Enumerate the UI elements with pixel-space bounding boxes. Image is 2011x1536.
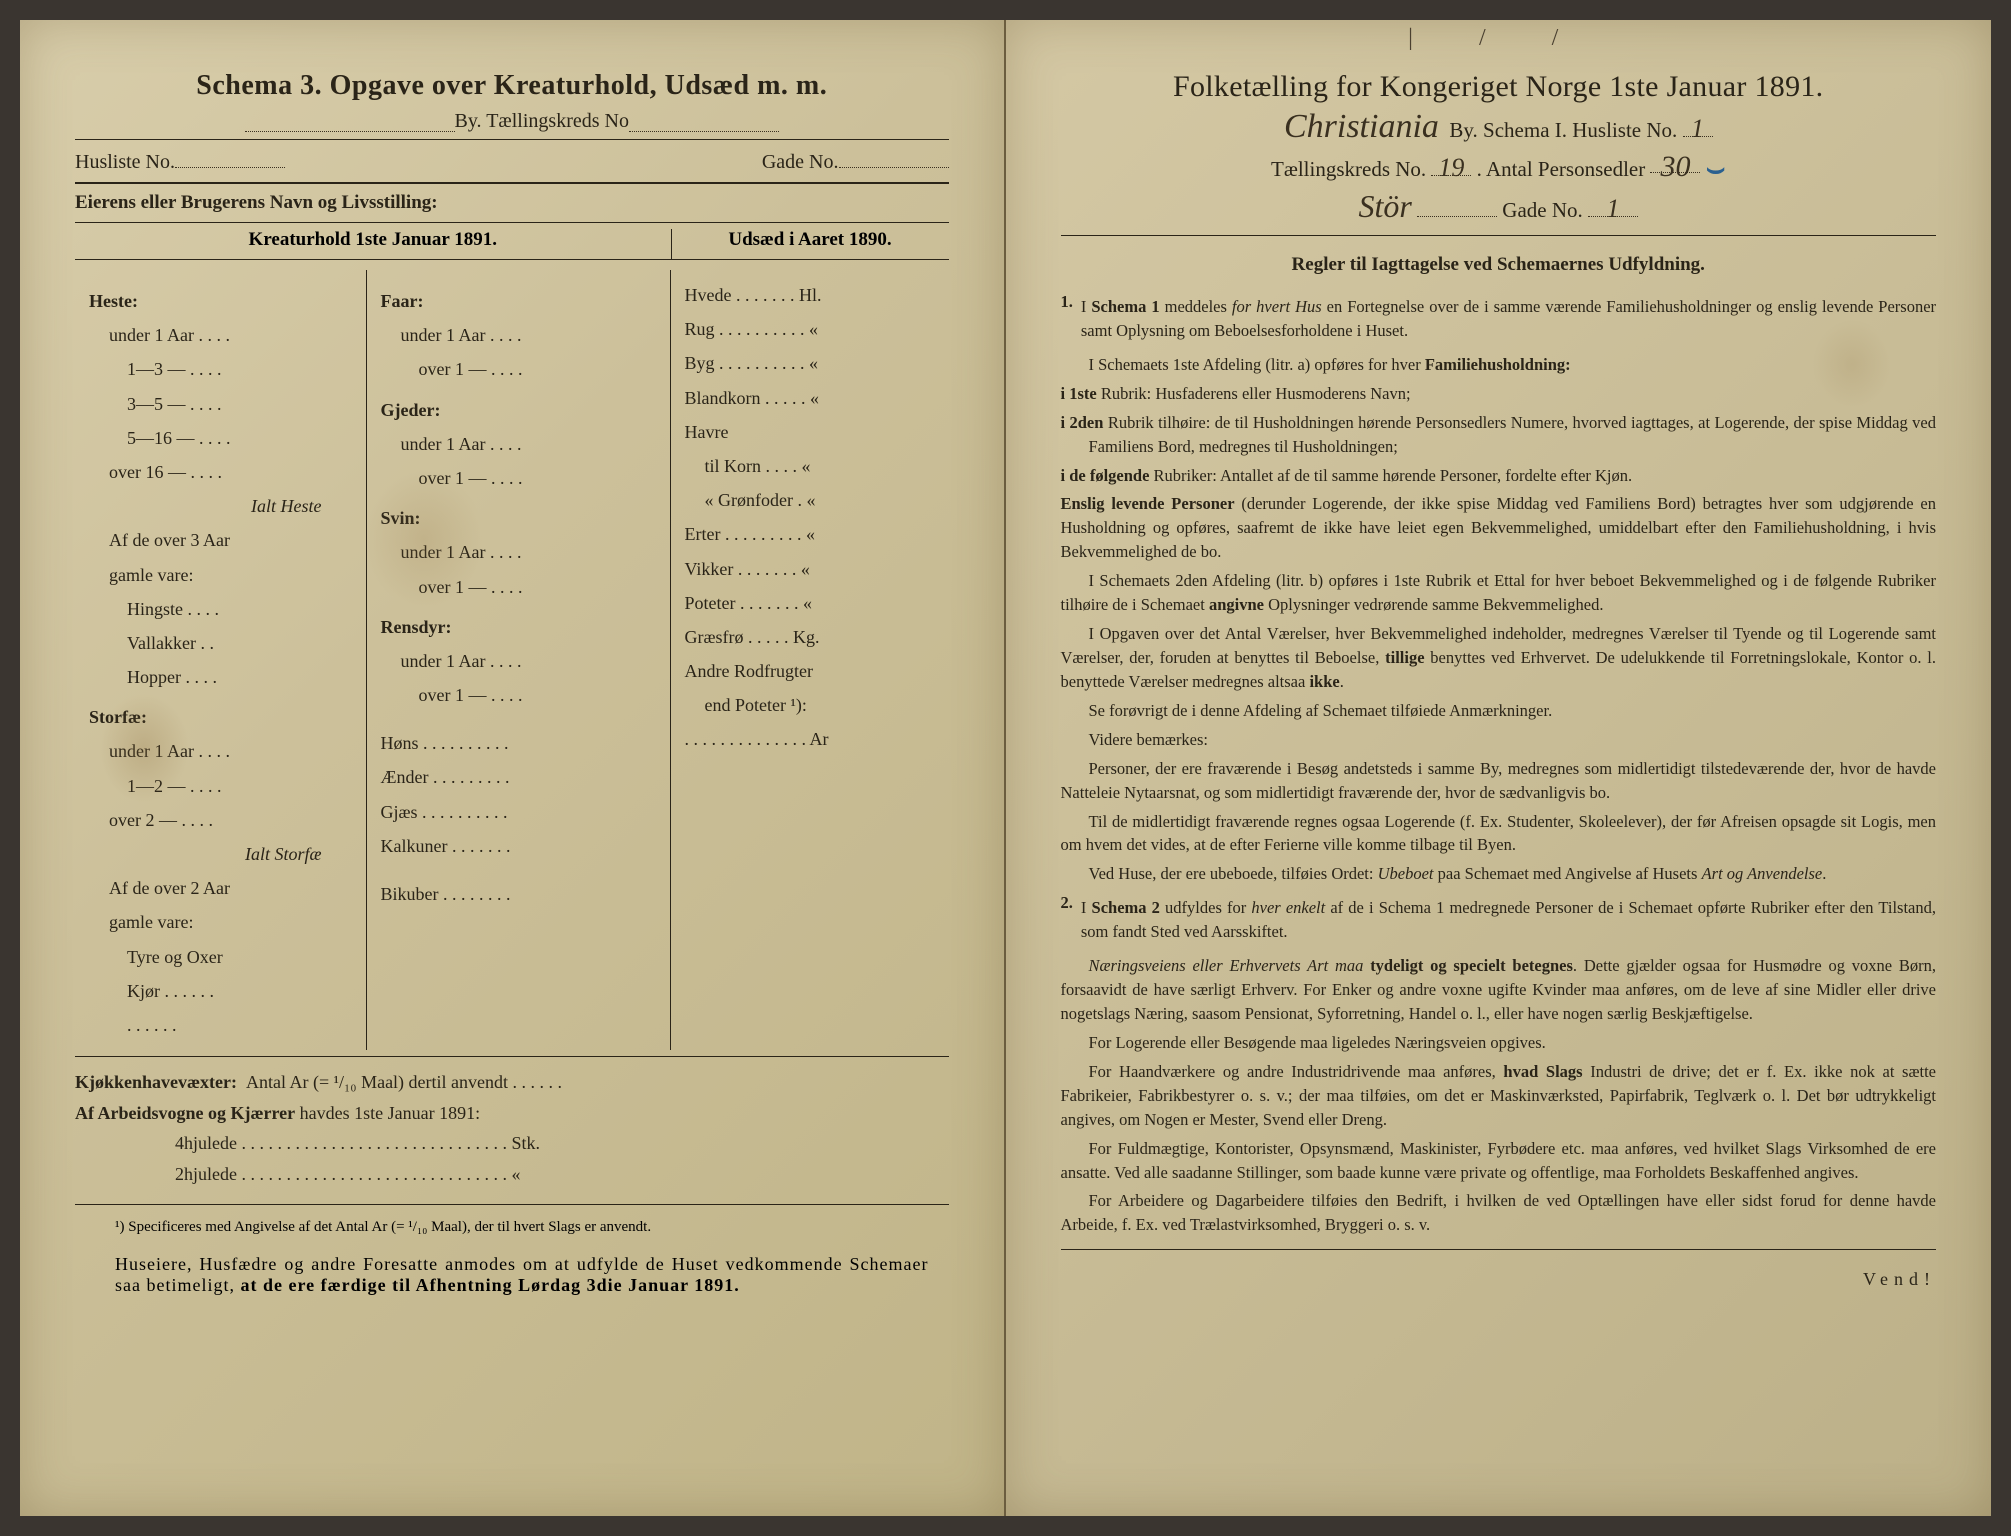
- hw-city: Christiania: [1284, 108, 1439, 145]
- right-page: | / / Folketælling for Kongeriget Norge …: [1006, 20, 1992, 1516]
- husliste-label: Husliste No.: [75, 151, 175, 173]
- owner-label: Eierens eller Brugerens Navn og Livsstil…: [75, 192, 949, 214]
- gade-label: Gade No.: [762, 151, 839, 173]
- closing-note: Huseiere, Husfædre og andre Foresatte an…: [115, 1254, 929, 1296]
- table-columns: Heste: under 1 Aar . . . . 1—3 — . . . .…: [75, 270, 949, 1050]
- rules-subtitle: Regler til Iagttagelse ved Schemaernes U…: [1061, 254, 1937, 276]
- col-head-udsaed: Udsæd i Aaret 1890.: [671, 229, 949, 260]
- hw-persons: 30: [1660, 150, 1690, 183]
- blue-checkmark: ⌣: [1706, 152, 1726, 185]
- col-udsaed: Hvede . . . . . . . Hl. Rug . . . . . . …: [671, 270, 949, 1050]
- vend: Vend!: [1061, 1266, 1937, 1292]
- col-heste: Heste: under 1 Aar . . . . 1—3 — . . . .…: [75, 270, 366, 1050]
- col-faar: Faar: under 1 Aar . . . . over 1 — . . .…: [366, 270, 671, 1050]
- by-kreds-label: By. Tællingskreds No: [455, 110, 629, 133]
- scribble: | / /: [1408, 25, 1588, 52]
- hw-kreds: 19: [1438, 153, 1464, 182]
- col-head-kreatur: Kreaturhold 1ste Januar 1891.: [75, 229, 671, 260]
- left-title: Schema 3. Opgave over Kreaturhold, Udsæd…: [75, 70, 949, 102]
- book-spread: Schema 3. Opgave over Kreaturhold, Udsæd…: [20, 20, 1991, 1516]
- footnote: ¹) Specificeres med Angivelse af det Ant…: [115, 1219, 909, 1236]
- below-table-text: Kjøkkenhavevæxter: Antal Ar (= ¹/₁₀ Maal…: [75, 1067, 949, 1189]
- hw-gade: Stör: [1358, 188, 1411, 224]
- rules-body: 1. I Schema 1 meddeles for hvert Hus en …: [1061, 290, 1937, 1292]
- left-page: Schema 3. Opgave over Kreaturhold, Udsæd…: [20, 20, 1006, 1516]
- right-title: Folketælling for Kongeriget Norge 1ste J…: [1061, 70, 1937, 104]
